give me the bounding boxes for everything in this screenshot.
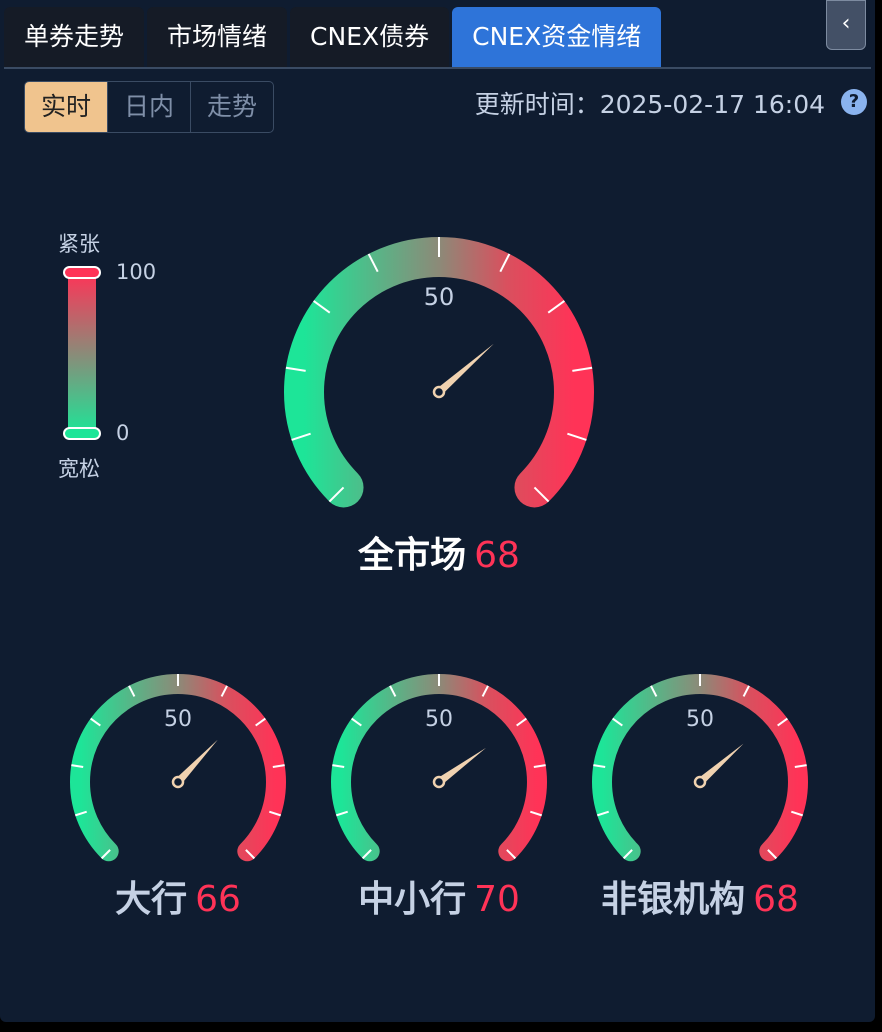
gauge-tick bbox=[794, 764, 807, 768]
gauge-needle bbox=[697, 743, 744, 786]
gauge-tick bbox=[389, 685, 397, 697]
legend-max-cap bbox=[63, 266, 101, 279]
gauge-name: 全市场 bbox=[358, 535, 467, 576]
gauge-tick bbox=[506, 849, 517, 860]
gauge-tick bbox=[100, 849, 111, 860]
gauge-tick bbox=[291, 432, 311, 441]
mode-intraday[interactable]: 日内 bbox=[107, 82, 190, 132]
legend-min-label: 0 bbox=[116, 421, 130, 445]
gauge-tick bbox=[351, 717, 362, 727]
gauge-value: 66 bbox=[195, 879, 241, 920]
gauge-mid-label: 50 bbox=[686, 707, 714, 732]
gauge-tick bbox=[622, 849, 633, 860]
question-circle-icon[interactable]: ? bbox=[841, 89, 867, 115]
gauge-tick bbox=[335, 810, 349, 817]
gauge-label-non-bank: 非银机构 68 bbox=[550, 870, 850, 922]
update-value: 2025-02-17 16:04 bbox=[599, 90, 825, 119]
gauge-name: 中小行 bbox=[358, 879, 467, 920]
gauge-label-small-banks: 中小行 70 bbox=[289, 870, 589, 922]
gauge-tick bbox=[332, 764, 345, 768]
gauge-tick bbox=[499, 253, 511, 273]
gauge-label-big-banks: 大行 66 bbox=[28, 870, 328, 922]
gauge-tick bbox=[612, 717, 623, 727]
gauge-name: 大行 bbox=[115, 879, 188, 920]
gauge-name: 非银机构 bbox=[601, 879, 746, 920]
gauge-tick bbox=[596, 810, 610, 817]
legend-bottom-label: 宽松 bbox=[58, 457, 100, 481]
gauge-tick bbox=[777, 717, 788, 727]
update-label: 更新时间： bbox=[474, 90, 600, 119]
update-time: 更新时间：2025-02-17 16:04 bbox=[475, 85, 825, 121]
tab-cnex-bond[interactable]: CNEX债券 bbox=[290, 7, 450, 67]
gauge-pivot bbox=[171, 775, 185, 789]
gauge-pivot bbox=[432, 385, 446, 399]
gauge-value: 70 bbox=[474, 879, 520, 920]
gauge-tick bbox=[742, 685, 750, 697]
gauge-tick bbox=[285, 366, 306, 372]
gauge-needle bbox=[436, 343, 494, 396]
gauge-pivot bbox=[693, 775, 707, 789]
gauge-tick bbox=[220, 685, 228, 697]
gauge-value: 68 bbox=[753, 879, 799, 920]
mode-realtime[interactable]: 实时 bbox=[25, 82, 107, 132]
chevron-left-icon: ‹ bbox=[841, 11, 851, 36]
gauge-tick bbox=[533, 764, 546, 768]
gauge-tick bbox=[529, 810, 543, 817]
gauge-tick bbox=[593, 764, 606, 768]
gauge-tick bbox=[516, 717, 527, 727]
gauge-mid-label: 50 bbox=[164, 707, 192, 732]
gauge-mid-label: 50 bbox=[425, 707, 453, 732]
gauge-value: 68 bbox=[474, 535, 520, 576]
mode-trend[interactable]: 走势 bbox=[190, 82, 273, 132]
tab-market-sentiment[interactable]: 市场情绪 bbox=[147, 7, 288, 67]
gauge-tick bbox=[313, 300, 331, 314]
collapse-button[interactable]: ‹ bbox=[826, 0, 866, 50]
legend-max-label: 100 bbox=[116, 260, 157, 284]
mode-switch: 实时 日内 走势 bbox=[24, 81, 274, 133]
gauge-tick bbox=[481, 685, 489, 697]
gauge-tick bbox=[767, 849, 778, 860]
tab-divider bbox=[4, 67, 871, 69]
gauge-label-all-market: 全市场 68 bbox=[289, 526, 589, 578]
gauge-mid-label: 50 bbox=[424, 283, 455, 311]
legend-min-cap bbox=[63, 427, 101, 440]
gauge: 50 bbox=[592, 674, 808, 862]
gauge: 50 bbox=[331, 674, 547, 862]
gauge-tick bbox=[572, 366, 593, 372]
gauge-tick bbox=[255, 717, 266, 727]
gauge-tick bbox=[547, 300, 565, 314]
gauge-tick bbox=[367, 253, 379, 273]
gauge-tick bbox=[74, 810, 88, 817]
tab-single-bond[interactable]: 单券走势 bbox=[4, 7, 145, 67]
gauge-tick bbox=[245, 849, 256, 860]
gauge-pivot bbox=[432, 775, 446, 789]
gauge-tick bbox=[268, 810, 282, 817]
gauge-tick bbox=[71, 764, 84, 768]
gauge: 50 bbox=[70, 674, 286, 862]
gauge: 50 bbox=[284, 237, 594, 508]
gauge-needle bbox=[436, 747, 486, 786]
gauge-tick bbox=[790, 810, 804, 817]
gauge-tick bbox=[90, 717, 101, 727]
gauge-tick bbox=[128, 685, 136, 697]
legend-bar bbox=[68, 272, 96, 434]
legend-top-label: 紧张 bbox=[58, 232, 100, 256]
tab-cnex-funding-sentiment[interactable]: CNEX资金情绪 bbox=[452, 7, 662, 67]
gauge-tick bbox=[272, 764, 285, 768]
gauge-tick bbox=[567, 432, 587, 441]
gauge-needle bbox=[175, 739, 218, 785]
gauge-tick bbox=[533, 486, 550, 503]
tab-bar: 单券走势 市场情绪 CNEX债券 CNEX资金情绪 bbox=[4, 7, 662, 67]
gauge-tick bbox=[650, 685, 658, 697]
gauge-tick bbox=[361, 849, 372, 860]
gauge-tick bbox=[328, 486, 345, 503]
